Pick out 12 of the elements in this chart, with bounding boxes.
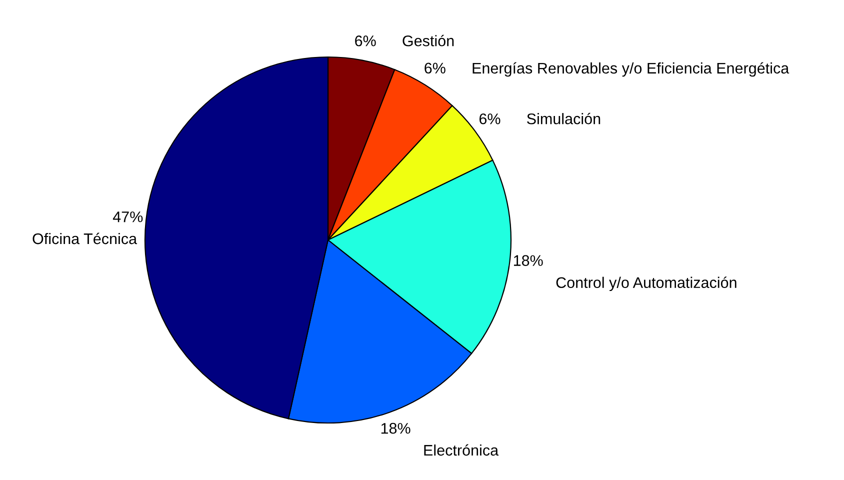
data-label: 18% <box>514 255 543 266</box>
slice-label: Energías Renovables y/o Eficiencia Energética <box>472 62 790 77</box>
data-label: 6% <box>355 35 376 46</box>
slice-label: Oficina Técnica <box>32 232 138 244</box>
slice-label: Electrónica <box>424 444 499 456</box>
data-label: 47% <box>112 211 143 222</box>
data-label: 18% <box>381 422 410 434</box>
data-label: 6% <box>479 113 500 124</box>
slice-label: Gestión <box>402 34 454 46</box>
slice-label: Control y/o Automatización <box>556 276 736 292</box>
slice-label: Simulación <box>527 112 600 124</box>
data-label: 6% <box>424 62 446 74</box>
